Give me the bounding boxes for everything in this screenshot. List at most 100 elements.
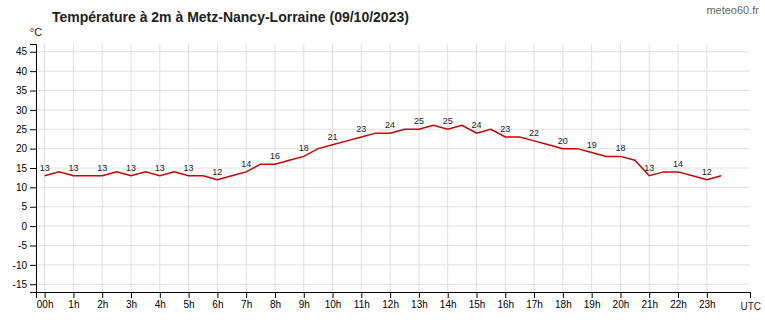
- tick: 7h: [241, 292, 252, 310]
- tick: 3h: [126, 292, 137, 310]
- data-label: 13: [126, 163, 136, 173]
- tick: 40: [16, 66, 36, 77]
- tick-mark: [390, 292, 391, 298]
- plot-area: [45, 125, 722, 179]
- tick-mark: [30, 284, 36, 285]
- tick: 15h: [469, 292, 486, 310]
- data-label: 16: [270, 151, 280, 161]
- grid-line: [36, 71, 750, 72]
- tick: 35: [16, 85, 36, 96]
- tick: 0: [21, 221, 36, 232]
- tick-mark: [30, 129, 36, 130]
- tick-label: -10: [13, 260, 28, 271]
- y-axis: -15-10-5051015202530354045: [13, 45, 37, 293]
- tick-mark: [563, 292, 564, 298]
- tick-label: 25: [16, 124, 28, 135]
- tick: 20: [16, 143, 36, 154]
- grid-line: [534, 44, 535, 292]
- tick: 20h: [613, 292, 630, 310]
- axis-line: [37, 293, 751, 299]
- tick-mark: [160, 292, 161, 298]
- tick-mark: [333, 292, 334, 298]
- tick-mark: [30, 168, 36, 169]
- tick-label: 16h: [497, 299, 514, 310]
- tick: 15: [16, 163, 36, 174]
- data-labels: 1313131313131214161821232425252423222019…: [40, 116, 712, 176]
- tick: 22h: [670, 292, 687, 310]
- grid-line: [303, 44, 304, 292]
- tick-label: 22h: [670, 299, 687, 310]
- grid-line: [36, 187, 750, 188]
- tick-mark: [707, 292, 708, 298]
- tick-label: 18h: [555, 299, 572, 310]
- x-axis: 00h1h2h3h4h5h6h7h8h9h10h11h12h13h14h15h1…: [37, 292, 751, 310]
- line: [45, 125, 722, 179]
- data-label: 22: [529, 128, 539, 138]
- data-label: 25: [414, 116, 424, 126]
- tick: 4h: [155, 292, 166, 310]
- tick-mark: [361, 292, 362, 298]
- grid-line: [36, 206, 750, 207]
- grid-line: [418, 44, 419, 292]
- tick-label: 8h: [270, 299, 281, 310]
- tick: 9h: [299, 292, 310, 310]
- data-label: 18: [299, 143, 309, 153]
- tick-mark: [246, 292, 247, 298]
- tick-label: 15h: [469, 299, 486, 310]
- tick: 1h: [68, 292, 79, 310]
- tick-label: 0: [21, 221, 27, 232]
- tick-mark: [131, 292, 132, 298]
- tick-mark: [189, 292, 190, 298]
- tick-mark: [505, 292, 506, 298]
- grid-line: [36, 90, 750, 91]
- tick-mark: [419, 292, 420, 298]
- tick: -15: [13, 279, 36, 290]
- data-label: 12: [212, 167, 222, 177]
- tick-label: 5: [21, 201, 27, 212]
- tick-mark: [30, 207, 36, 208]
- data-label: 13: [184, 163, 194, 173]
- tick-label: 21h: [641, 299, 658, 310]
- data-label: 14: [241, 159, 251, 169]
- grid-line: [591, 44, 592, 292]
- tick-mark: [73, 292, 74, 298]
- tick-mark: [217, 292, 218, 298]
- grid-line: [36, 284, 750, 285]
- tick-label: -5: [18, 240, 27, 251]
- tick-label: -15: [13, 279, 28, 290]
- data-label: 13: [40, 163, 50, 173]
- tick-mark: [534, 292, 535, 298]
- tick-label: 4h: [155, 299, 166, 310]
- data-label: 14: [673, 159, 683, 169]
- data-label: 24: [385, 120, 395, 130]
- tick: 18h: [555, 292, 572, 310]
- data-label: 21: [328, 132, 338, 142]
- data-label: 24: [471, 120, 481, 130]
- tick-label: 20: [16, 143, 28, 154]
- tick: 30: [16, 105, 36, 116]
- tick-label: 5h: [184, 299, 195, 310]
- data-label: 23: [356, 124, 366, 134]
- data-label: 23: [500, 124, 510, 134]
- tick-mark: [45, 292, 46, 298]
- grid-line: [274, 44, 275, 292]
- tick: 11h: [354, 292, 370, 310]
- tick-label: 12h: [382, 299, 399, 310]
- data-label: 12: [702, 167, 712, 177]
- grid-line: [36, 264, 750, 265]
- data-label: 13: [155, 163, 165, 173]
- grid-line: [332, 44, 333, 292]
- grid-line: [36, 226, 750, 227]
- tick: -5: [18, 240, 36, 251]
- tick-label: 40: [16, 66, 28, 77]
- tick-mark: [476, 292, 477, 298]
- y-axis-label: °C: [30, 26, 42, 38]
- tick-mark: [30, 149, 36, 150]
- tick: 00h: [37, 292, 54, 310]
- tick-label: 1h: [68, 299, 79, 310]
- tick: 14h: [440, 292, 457, 310]
- tick-mark: [30, 226, 36, 227]
- chart: 00h1h2h3h4h5h6h7h8h9h10h11h12h13h14h15h1…: [0, 0, 765, 320]
- data-label: 13: [68, 163, 78, 173]
- tick: 25: [16, 124, 36, 135]
